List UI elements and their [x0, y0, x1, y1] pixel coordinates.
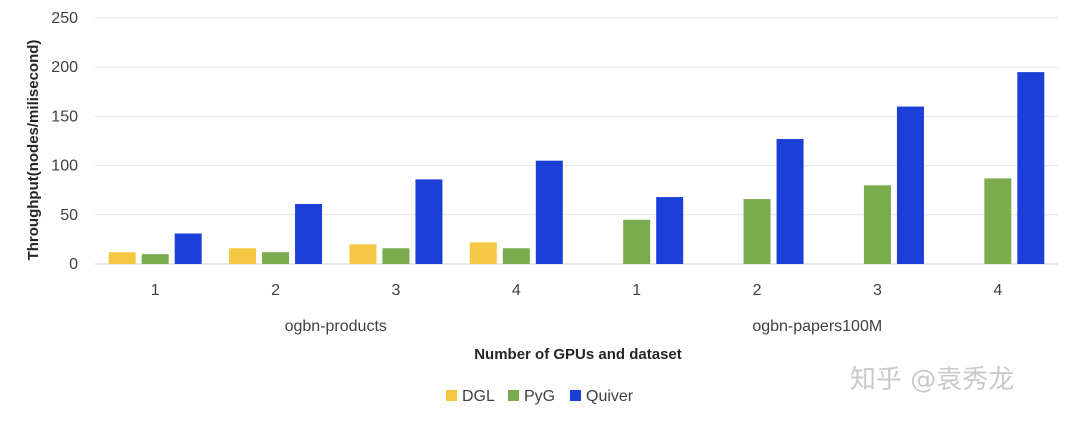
legend-label-quiver: Quiver [586, 388, 634, 405]
x-tick-label: 1 [151, 282, 160, 299]
y-tick-label: 200 [51, 59, 78, 76]
watermark: 知乎 @袁秀龙 [850, 365, 1014, 395]
x-tick-label: 1 [632, 282, 641, 299]
y-tick-label: 150 [51, 108, 78, 125]
bar-quiver-0 [174, 233, 202, 264]
bars [108, 72, 1045, 265]
bar-pyg-0 [141, 254, 169, 264]
bar-quiver-2 [415, 179, 443, 264]
bar-pyg-7 [984, 178, 1012, 264]
bar-pyg-5 [743, 199, 771, 264]
legend: DGL PyG Quiver [446, 388, 634, 405]
bar-quiver-3 [535, 160, 563, 264]
x-tick-label: 4 [512, 282, 521, 299]
bar-quiver-6 [896, 106, 924, 264]
bar-pyg-2 [382, 248, 410, 264]
bar-pyg-1 [262, 252, 290, 264]
legend-swatch-pyg [508, 390, 519, 401]
x-tick-label: 2 [753, 282, 762, 299]
x-tick-label: 4 [993, 282, 1002, 299]
group-label: ogbn-papers100M [752, 318, 882, 335]
x-axis-title: Number of GPUs and dataset [474, 346, 682, 363]
bar-pyg-3 [502, 248, 530, 264]
bar-quiver-4 [656, 197, 684, 264]
legend-label-dgl: DGL [462, 388, 495, 405]
y-axis-ticks: 0 50 100 150 200 250 [51, 10, 78, 273]
x-axis-ticks: 1 2 3 4 1 2 3 4 [151, 282, 1003, 299]
legend-swatch-quiver [570, 390, 581, 401]
y-tick-label: 250 [51, 10, 78, 27]
bar-quiver-5 [776, 139, 804, 264]
x-tick-label: 2 [271, 282, 280, 299]
bar-dgl-3 [469, 242, 497, 264]
bar-dgl-2 [349, 244, 377, 264]
bar-quiver-1 [295, 203, 323, 264]
group-label: ogbn-products [285, 318, 387, 335]
y-tick-label: 100 [51, 158, 78, 175]
x-tick-label: 3 [873, 282, 882, 299]
bar-quiver-7 [1017, 72, 1045, 265]
legend-swatch-dgl [446, 390, 457, 401]
y-axis-title: Throughput(nodes/milisecond) [25, 40, 42, 261]
group-labels: ogbn-products ogbn-papers100M [285, 318, 883, 335]
y-tick-label: 50 [60, 207, 78, 224]
legend-label-pyg: PyG [524, 388, 555, 405]
y-tick-label: 0 [69, 256, 78, 273]
bar-dgl-1 [229, 248, 257, 264]
bar-dgl-0 [108, 252, 136, 264]
x-tick-label: 3 [391, 282, 400, 299]
bar-pyg-6 [863, 185, 891, 264]
bar-pyg-4 [623, 219, 651, 264]
